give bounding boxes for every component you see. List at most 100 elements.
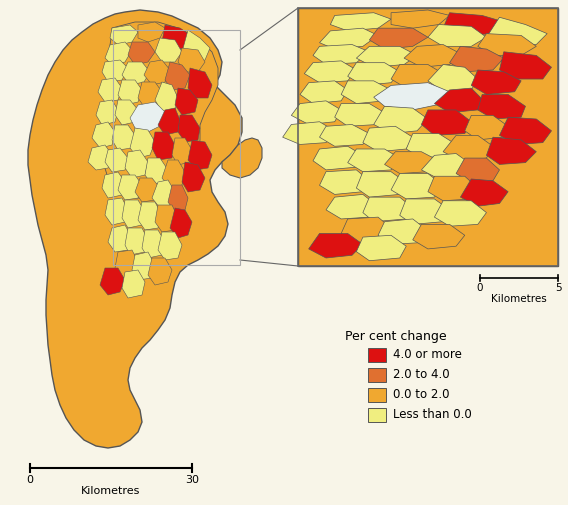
Polygon shape xyxy=(98,78,122,102)
Polygon shape xyxy=(356,46,417,67)
Polygon shape xyxy=(110,25,138,45)
Polygon shape xyxy=(374,83,450,110)
Polygon shape xyxy=(138,82,162,108)
Polygon shape xyxy=(165,62,190,90)
Polygon shape xyxy=(428,25,486,46)
Polygon shape xyxy=(108,225,132,252)
Polygon shape xyxy=(308,233,363,258)
Polygon shape xyxy=(421,110,471,135)
Polygon shape xyxy=(182,30,210,62)
Bar xyxy=(298,8,558,266)
Text: Kilometres: Kilometres xyxy=(81,486,141,496)
Polygon shape xyxy=(125,228,148,255)
Polygon shape xyxy=(465,115,508,140)
Polygon shape xyxy=(471,70,521,94)
Polygon shape xyxy=(122,62,150,85)
Polygon shape xyxy=(112,125,135,150)
Polygon shape xyxy=(291,101,341,124)
Polygon shape xyxy=(178,48,205,72)
Polygon shape xyxy=(155,82,178,112)
Polygon shape xyxy=(391,174,443,199)
Polygon shape xyxy=(162,25,190,50)
Polygon shape xyxy=(335,104,385,126)
Polygon shape xyxy=(378,219,428,244)
Polygon shape xyxy=(385,152,438,174)
Polygon shape xyxy=(168,185,188,212)
Polygon shape xyxy=(92,122,115,148)
Polygon shape xyxy=(142,230,165,258)
Polygon shape xyxy=(105,148,128,172)
Polygon shape xyxy=(341,81,391,104)
Polygon shape xyxy=(450,46,504,72)
Polygon shape xyxy=(499,52,552,79)
Polygon shape xyxy=(443,135,493,161)
Polygon shape xyxy=(125,150,148,178)
Polygon shape xyxy=(128,42,155,65)
Polygon shape xyxy=(326,194,378,219)
Text: 5: 5 xyxy=(555,283,561,293)
Text: 0: 0 xyxy=(477,283,483,293)
Polygon shape xyxy=(145,158,168,185)
Text: 0.0 to 2.0: 0.0 to 2.0 xyxy=(393,388,449,401)
Polygon shape xyxy=(363,197,413,222)
Polygon shape xyxy=(406,133,456,158)
Polygon shape xyxy=(138,202,162,230)
Text: 0: 0 xyxy=(27,475,34,485)
Polygon shape xyxy=(105,198,128,225)
Polygon shape xyxy=(172,138,192,165)
Polygon shape xyxy=(155,205,178,232)
Polygon shape xyxy=(100,268,125,295)
Polygon shape xyxy=(88,145,112,170)
Polygon shape xyxy=(104,22,218,198)
Polygon shape xyxy=(122,200,145,228)
Polygon shape xyxy=(304,61,356,83)
Text: Per cent change: Per cent change xyxy=(345,330,447,343)
Polygon shape xyxy=(155,38,182,62)
Polygon shape xyxy=(478,94,525,119)
Polygon shape xyxy=(428,65,478,92)
Polygon shape xyxy=(320,28,378,49)
Polygon shape xyxy=(135,178,160,202)
Bar xyxy=(368,368,386,382)
Polygon shape xyxy=(391,10,450,28)
Polygon shape xyxy=(102,172,125,198)
Polygon shape xyxy=(391,65,443,88)
Polygon shape xyxy=(115,250,138,278)
Polygon shape xyxy=(443,13,504,35)
Polygon shape xyxy=(374,106,428,133)
Bar xyxy=(368,348,386,362)
Polygon shape xyxy=(175,88,198,115)
Polygon shape xyxy=(148,258,172,285)
Polygon shape xyxy=(435,201,486,226)
Polygon shape xyxy=(138,22,165,42)
Polygon shape xyxy=(96,100,118,125)
Text: Kilometres: Kilometres xyxy=(491,294,547,304)
Polygon shape xyxy=(486,17,547,46)
Text: 2.0 to 4.0: 2.0 to 4.0 xyxy=(393,369,450,381)
Polygon shape xyxy=(132,252,155,280)
Polygon shape xyxy=(300,81,348,104)
Polygon shape xyxy=(348,63,400,85)
Bar xyxy=(368,408,386,422)
Polygon shape xyxy=(404,44,461,67)
Polygon shape xyxy=(130,102,165,132)
Polygon shape xyxy=(313,44,369,65)
Polygon shape xyxy=(313,146,363,170)
Polygon shape xyxy=(170,208,192,238)
Polygon shape xyxy=(348,149,400,172)
Polygon shape xyxy=(28,10,242,448)
Polygon shape xyxy=(158,232,182,260)
Text: 30: 30 xyxy=(185,475,199,485)
Polygon shape xyxy=(162,160,185,188)
Polygon shape xyxy=(158,108,180,135)
Bar xyxy=(298,8,558,266)
Polygon shape xyxy=(178,115,200,142)
Polygon shape xyxy=(499,117,552,144)
Polygon shape xyxy=(369,28,428,49)
Polygon shape xyxy=(122,270,145,298)
Polygon shape xyxy=(428,176,478,201)
Polygon shape xyxy=(222,138,262,178)
Polygon shape xyxy=(456,158,499,183)
Polygon shape xyxy=(356,172,406,197)
Polygon shape xyxy=(421,154,471,179)
